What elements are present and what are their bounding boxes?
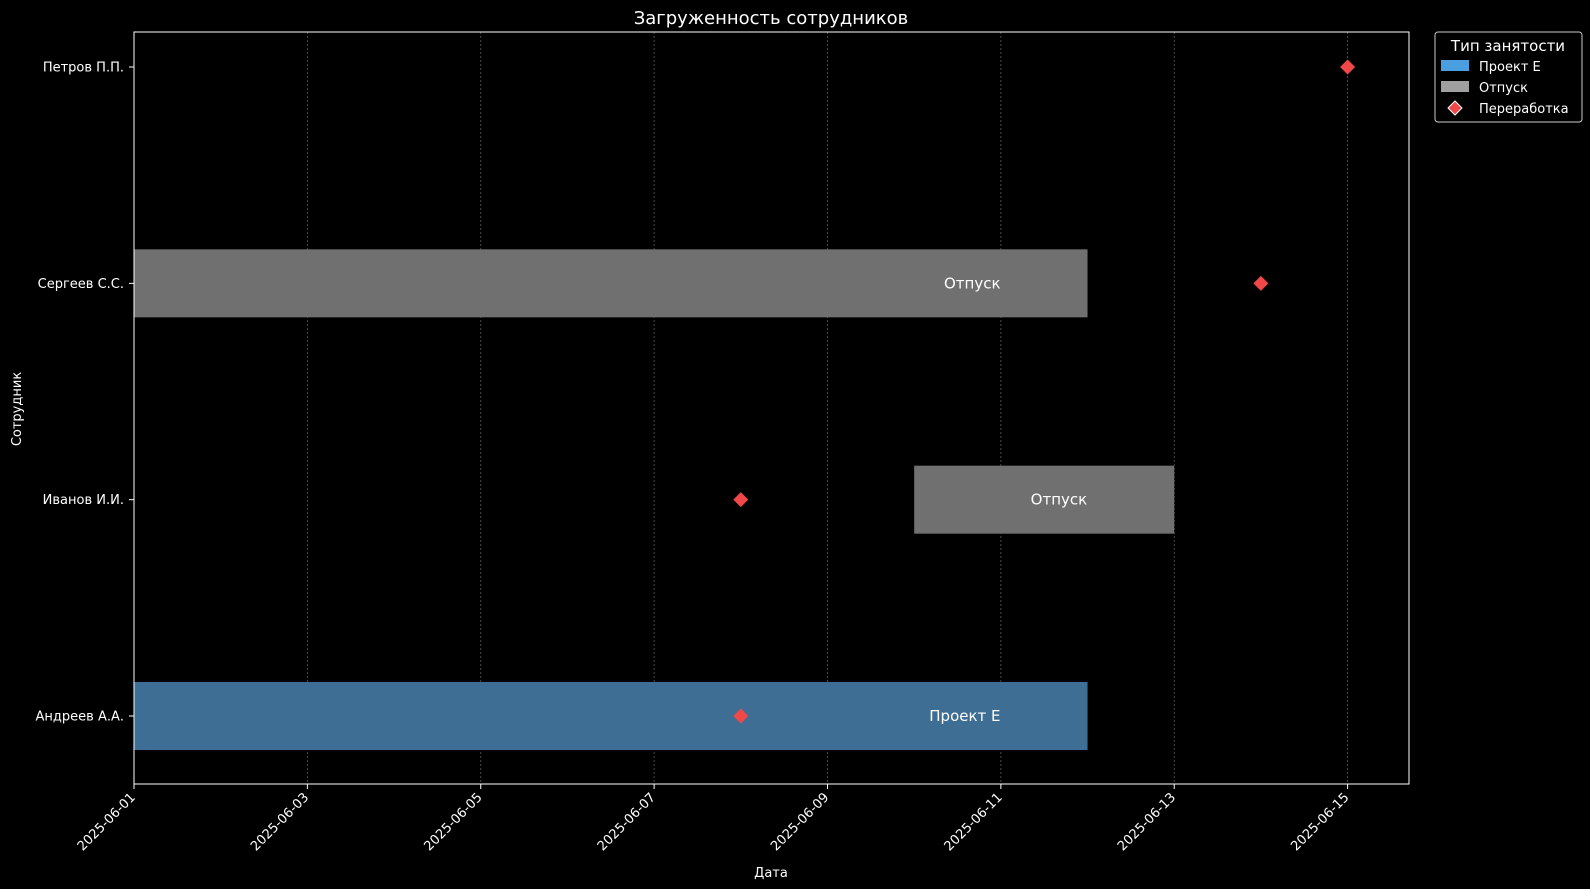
gantt-bar — [914, 465, 1175, 534]
gantt-bar-label: Отпуск — [1031, 491, 1088, 509]
y-tick-label: Андреев А.А. — [36, 710, 124, 725]
y-tick-label: Сергеев С.С. — [38, 277, 124, 292]
gantt-bar-label: Отпуск — [944, 274, 1001, 292]
overtime-marker — [1253, 275, 1269, 291]
legend-title: Тип занятости — [1450, 37, 1565, 55]
legend-label: Переработка — [1479, 102, 1569, 117]
y-axis-label: Сотрудник — [10, 372, 25, 446]
bars: Проект Е Отпуск Отпуск — [134, 249, 1175, 750]
legend-label: Отпуск — [1479, 81, 1528, 96]
gantt-bar — [134, 249, 1088, 318]
overtime-marker — [733, 708, 749, 724]
grid — [133, 32, 1348, 784]
plot-frame — [133, 31, 1410, 785]
legend: Тип занятости Проект Е Отпуск Переработка — [1434, 31, 1583, 123]
legend-frame — [1434, 31, 1583, 123]
legend-marker — [1447, 100, 1463, 116]
overtime-marker — [733, 492, 749, 508]
gantt-bar — [134, 682, 1088, 750]
chart-title: Загруженность сотрудников — [634, 8, 909, 29]
x-axis-label: Дата — [754, 866, 788, 881]
overtime-markers — [733, 59, 1356, 724]
y-axis-ticks: Андреев А.А. Иванов И.И. Сергеев С.С. Петро… — [36, 61, 134, 725]
y-tick-label: Петров П.П. — [43, 61, 124, 76]
legend-label: Проект Е — [1479, 60, 1541, 75]
overtime-marker — [1340, 59, 1356, 75]
legend-items: Проект Е Отпуск Переработка — [1441, 60, 1569, 117]
y-tick-label: Иванов И.И. — [43, 493, 124, 508]
legend-swatch — [1441, 81, 1469, 92]
legend-swatch — [1441, 60, 1469, 71]
gantt-bar-label: Проект Е — [929, 707, 1000, 725]
